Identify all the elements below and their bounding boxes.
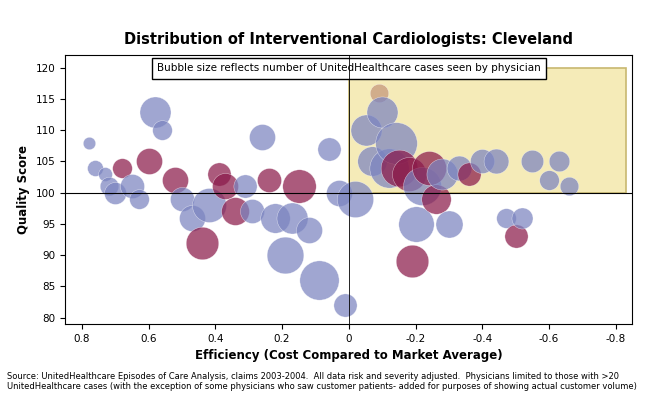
- Point: [511, 233, 521, 240]
- Point: [564, 183, 574, 190]
- Point: [287, 214, 297, 221]
- Point: [117, 165, 127, 171]
- Point: [501, 214, 511, 221]
- Point: [150, 108, 160, 115]
- Point: [490, 158, 501, 165]
- Point: [280, 252, 291, 258]
- Point: [367, 158, 378, 165]
- Point: [186, 214, 197, 221]
- Text: Bubble size reflects number of UnitedHealthcare cases seen by physician: Bubble size reflects number of UnitedHea…: [157, 63, 541, 73]
- Point: [240, 183, 250, 190]
- Point: [424, 165, 434, 171]
- Point: [527, 158, 537, 165]
- Point: [444, 221, 454, 227]
- Point: [203, 202, 214, 209]
- Point: [391, 139, 401, 146]
- Point: [263, 177, 274, 183]
- Point: [477, 158, 488, 165]
- Point: [377, 108, 387, 115]
- Point: [430, 196, 441, 202]
- Point: [404, 171, 414, 177]
- Point: [90, 165, 100, 171]
- Point: [293, 183, 304, 190]
- FancyBboxPatch shape: [349, 68, 626, 193]
- Point: [270, 214, 280, 221]
- Point: [257, 134, 267, 140]
- Point: [156, 127, 167, 134]
- Point: [134, 196, 144, 202]
- Point: [104, 183, 114, 190]
- Y-axis label: Quality Score: Quality Score: [17, 145, 30, 234]
- Point: [83, 139, 94, 146]
- Point: [554, 158, 564, 165]
- Point: [454, 165, 464, 171]
- X-axis label: Efficiency (Cost Compared to Market Average): Efficiency (Cost Compared to Market Aver…: [195, 349, 503, 362]
- Point: [110, 190, 121, 196]
- Title: Distribution of Interventional Cardiologists: Cleveland: Distribution of Interventional Cardiolog…: [125, 32, 573, 47]
- Point: [220, 183, 231, 190]
- Point: [394, 165, 404, 171]
- Point: [170, 177, 181, 183]
- Text: Source: UnitedHealthcare Episodes of Care Analysis, claims 2003-2004.  All data : Source: UnitedHealthcare Episodes of Car…: [7, 372, 636, 391]
- Point: [350, 196, 361, 202]
- Point: [177, 196, 187, 202]
- Point: [417, 183, 428, 190]
- Point: [314, 277, 324, 283]
- Point: [143, 158, 154, 165]
- Point: [126, 183, 137, 190]
- Point: [374, 90, 384, 96]
- Point: [213, 171, 224, 177]
- Point: [407, 258, 417, 265]
- Point: [437, 171, 447, 177]
- Point: [323, 146, 334, 152]
- Point: [340, 302, 351, 308]
- Point: [304, 227, 314, 233]
- Point: [410, 221, 421, 227]
- Point: [100, 171, 110, 177]
- Point: [517, 214, 527, 221]
- Point: [383, 165, 394, 171]
- Point: [230, 208, 241, 214]
- Point: [247, 208, 258, 214]
- Point: [361, 127, 371, 134]
- Point: [334, 190, 344, 196]
- Point: [464, 171, 474, 177]
- Point: [544, 177, 554, 183]
- Point: [197, 239, 207, 246]
